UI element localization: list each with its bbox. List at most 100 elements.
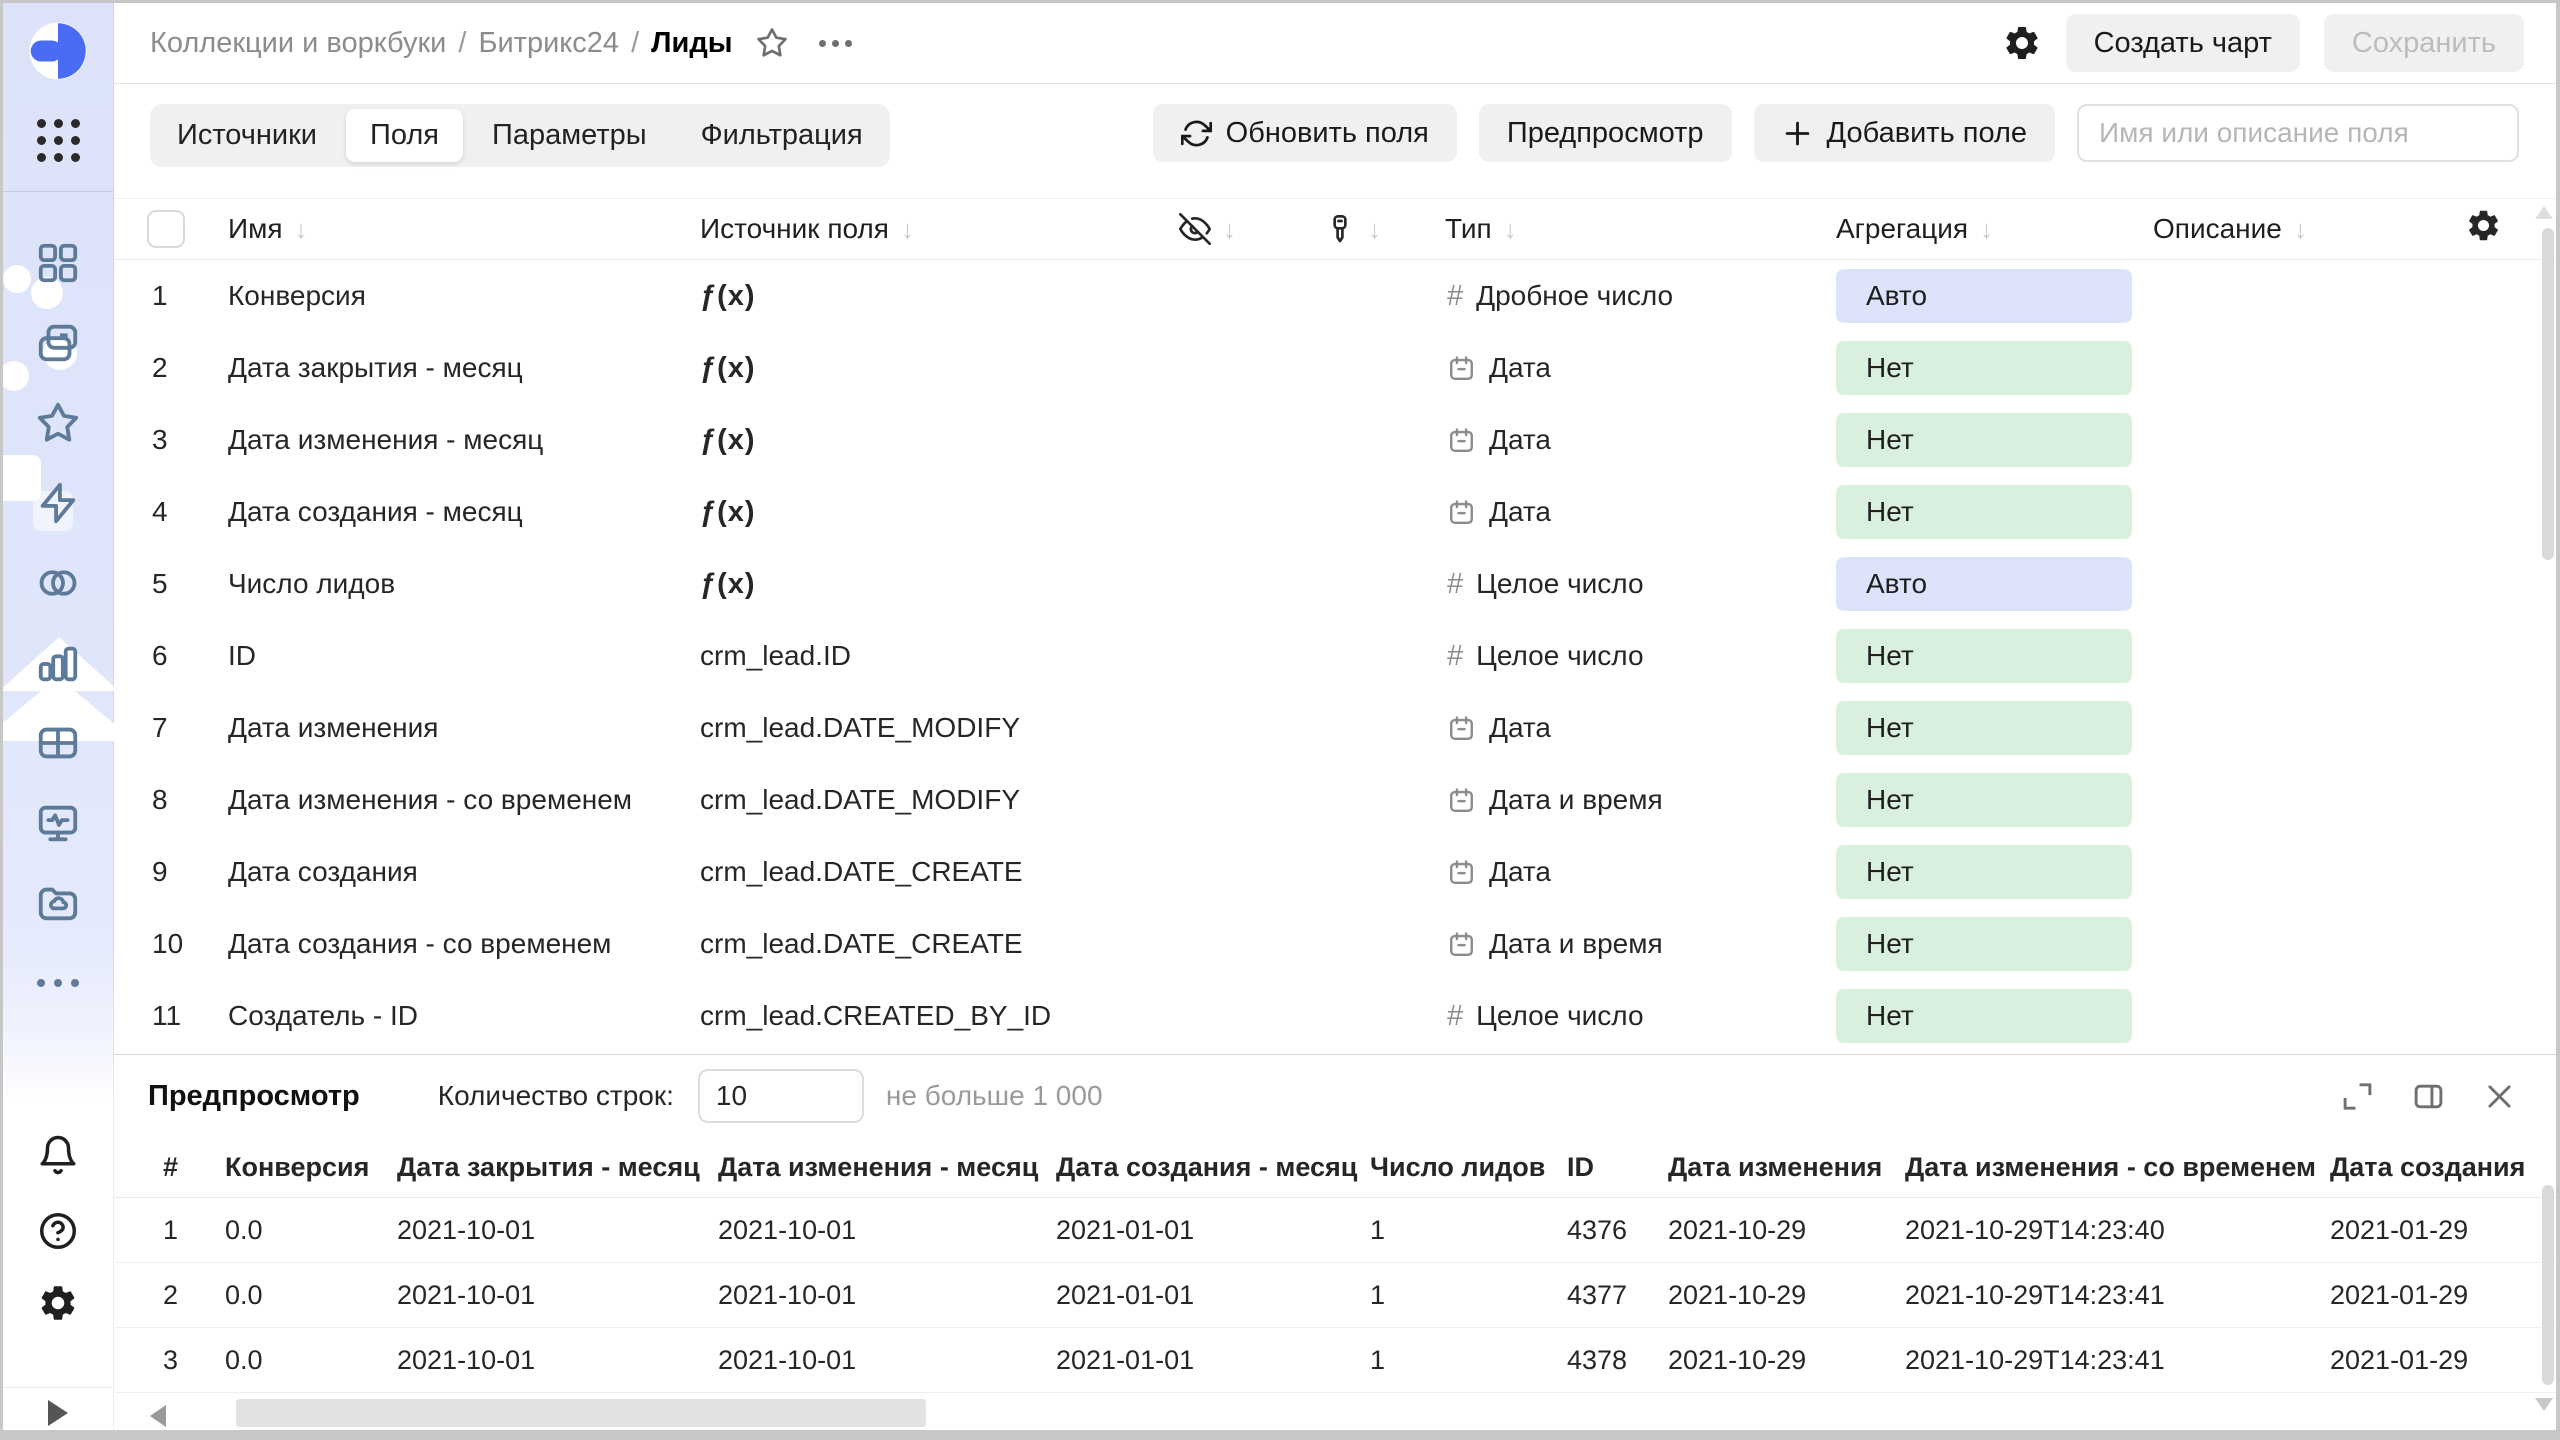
field-row[interactable]: 4 Дата создания - месяц ƒ(x) Дата Нет	[114, 476, 2556, 548]
preview-panel: Предпросмотр Количество строк: не больше…	[114, 1054, 2556, 1430]
field-type[interactable]: # Дробное число	[1420, 280, 1800, 313]
sort-arrow-icon: ↓	[1980, 213, 1994, 244]
sidebar-item-favorites[interactable]	[32, 397, 84, 449]
field-type[interactable]: Дата и время	[1420, 784, 1800, 816]
aggregation-select[interactable]: Нет	[1836, 341, 2132, 395]
sidebar-item-dashboards[interactable]	[32, 797, 84, 849]
sidebar-item-more[interactable]	[32, 957, 84, 1009]
field-type-label: Дата	[1489, 496, 1552, 527]
scroll-left-arrow[interactable]	[150, 1405, 166, 1427]
field-row[interactable]: 2 Дата закрытия - месяц ƒ(x) Дата Нет	[114, 332, 2556, 404]
aggregation-select[interactable]: Авто	[1836, 269, 2132, 323]
preview-toggle-button[interactable]: Предпросмотр	[1478, 104, 1732, 162]
field-name: Создатель - ID	[228, 1000, 418, 1031]
tab-sources[interactable]: Источники	[177, 119, 318, 151]
datalens-logo[interactable]	[28, 21, 88, 81]
preview-row: 2 0.0 2021-10-01 2021-10-01 2021-01-01 1 4377 2…	[114, 1263, 2556, 1328]
aggregation-select[interactable]: Нет	[1836, 485, 2132, 539]
field-row[interactable]: 3 Дата изменения - месяц ƒ(x) Дата Нет	[114, 404, 2556, 476]
notifications-button[interactable]	[32, 1129, 84, 1181]
aggregation-select[interactable]: Нет	[1836, 413, 2132, 467]
field-row[interactable]: 6 ID crm_lead.ID # Целое число Нет	[114, 620, 2556, 692]
field-search-input[interactable]	[2077, 104, 2519, 162]
field-row[interactable]: 5 Число лидов ƒ(x) # Целое число Авто	[114, 548, 2556, 620]
sidebar-item-grid[interactable]	[32, 237, 84, 289]
preview-column-header: Число лидов	[1370, 1151, 1546, 1182]
column-header-aggregation[interactable]: Агрегация ↓	[1836, 213, 1994, 244]
preview-cell: 2021-10-01	[397, 1279, 536, 1310]
column-header-name[interactable]: Имя ↓	[228, 213, 308, 244]
column-header-hidden[interactable]: ↓	[1165, 213, 1290, 245]
field-type[interactable]: Дата	[1420, 352, 1800, 384]
scroll-down-arrow[interactable]	[2535, 1398, 2553, 1411]
sidebar-item-connections[interactable]	[32, 477, 84, 529]
tab-fields[interactable]: Поля	[346, 109, 463, 162]
field-type[interactable]: Дата	[1420, 856, 1800, 888]
favorite-button[interactable]	[755, 26, 789, 60]
window-border	[0, 0, 3, 1440]
preview-cell: 2021-01-01	[1056, 1214, 1195, 1245]
field-type[interactable]: Дата	[1420, 496, 1800, 528]
field-row[interactable]: 1 Конверсия ƒ(x) # Дробное число Авто	[114, 260, 2556, 332]
field-type[interactable]: # Целое число	[1420, 1000, 1800, 1033]
preview-close-button[interactable]	[2483, 1080, 2516, 1113]
fields-scrollbar-thumb[interactable]	[2542, 228, 2554, 560]
field-row[interactable]: 7 Дата изменения crm_lead.DATE_MODIFY Да…	[114, 692, 2556, 764]
toolbar-actions: Обновить поля Предпросмотр Добавить поле	[1152, 104, 2519, 162]
table-settings-button[interactable]	[2465, 207, 2502, 251]
field-row[interactable]: 10 Дата создания - со временем crm_lead.…	[114, 908, 2556, 980]
create-chart-button[interactable]: Создать чарт	[2065, 14, 2300, 72]
field-name: Дата изменения	[228, 712, 439, 743]
preview-scrollbar-thumb[interactable]	[2542, 1185, 2554, 1385]
scroll-up-arrow[interactable]	[2535, 206, 2553, 219]
preview-cell: 2021-10-29T14:23:41	[1905, 1344, 2165, 1375]
field-type[interactable]: # Целое число	[1420, 568, 1800, 601]
tab-parameters[interactable]: Параметры	[491, 119, 647, 151]
column-header-description[interactable]: Описание ↓	[2153, 213, 2307, 244]
aggregation-select[interactable]: Нет	[1836, 701, 2132, 755]
aggregation-select[interactable]: Авто	[1836, 557, 2132, 611]
field-type[interactable]: # Целое число	[1420, 640, 1800, 673]
column-header-type[interactable]: Тип ↓	[1445, 213, 1517, 244]
column-header-key[interactable]: ↓	[1290, 213, 1420, 245]
preview-dock-button[interactable]	[2412, 1080, 2445, 1113]
sidebar-expand-button[interactable]	[32, 1387, 84, 1439]
preview-hscrollbar-thumb[interactable]	[236, 1399, 926, 1427]
aggregation-select[interactable]: Нет	[1836, 629, 2132, 683]
aggregation-select[interactable]: Нет	[1836, 845, 2132, 899]
sidebar-item-collections[interactable]	[32, 317, 84, 369]
more-actions-button[interactable]	[818, 39, 852, 47]
dataset-settings-button[interactable]	[2002, 23, 2042, 63]
help-button[interactable]	[32, 1205, 84, 1257]
field-type[interactable]: Дата	[1420, 424, 1800, 456]
settings-button[interactable]	[32, 1277, 84, 1329]
field-row[interactable]: 9 Дата создания crm_lead.DATE_CREATE Дат…	[114, 836, 2556, 908]
field-row[interactable]: 8 Дата изменения - со временем crm_lead.…	[114, 764, 2556, 836]
breadcrumb-collections[interactable]: Коллекции и воркбуки	[150, 26, 447, 59]
tab-filtering[interactable]: Фильтрация	[700, 119, 863, 151]
select-all-checkbox[interactable]	[147, 210, 185, 248]
field-source: ƒ(x)	[700, 424, 1165, 457]
apps-grid-button[interactable]	[32, 114, 84, 166]
aggregation-select[interactable]: Нет	[1836, 989, 2132, 1043]
calendar-type-icon	[1450, 355, 1473, 380]
preview-expand-button[interactable]	[2341, 1080, 2374, 1113]
aggregation-select[interactable]: Нет	[1836, 773, 2132, 827]
column-header-source[interactable]: Источник поля ↓	[700, 213, 914, 244]
refresh-fields-button[interactable]: Обновить поля	[1152, 104, 1457, 162]
sidebar-item-charts[interactable]	[32, 637, 84, 689]
field-type[interactable]: Дата	[1420, 712, 1800, 744]
save-button[interactable]: Сохранить	[2323, 14, 2524, 72]
breadcrumb-workbook[interactable]: Битрикс24	[478, 26, 620, 59]
preview-cell: 1	[1370, 1214, 1386, 1245]
sidebar-item-storage[interactable]	[32, 877, 84, 929]
field-type[interactable]: Дата и время	[1420, 928, 1800, 960]
sidebar-item-editor[interactable]	[32, 717, 84, 769]
field-name: Дата создания	[228, 856, 418, 887]
sidebar-item-datasets[interactable]	[32, 557, 84, 609]
bell-icon	[40, 1135, 76, 1175]
field-row[interactable]: 11 Создатель - ID crm_lead.CREATED_BY_ID…	[114, 980, 2556, 1052]
add-field-button[interactable]: Добавить поле	[1753, 104, 2055, 162]
row-count-input[interactable]	[697, 1069, 864, 1123]
aggregation-select[interactable]: Нет	[1836, 917, 2132, 971]
